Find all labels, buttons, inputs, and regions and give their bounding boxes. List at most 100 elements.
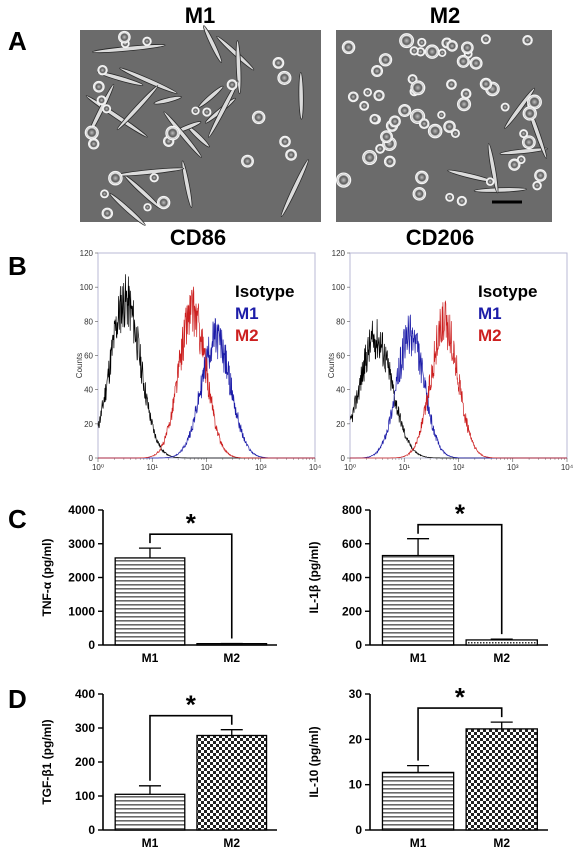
micrograph-m1 [80,25,321,226]
y-tick-label: 0 [88,638,95,652]
y-tick-label: 1000 [68,604,95,618]
y-tick-label: 0 [341,454,346,463]
bar-m2 [196,734,268,831]
histogram-series-m1 [98,317,315,459]
micrograph-title-m1: M1 [185,3,216,28]
significance-bracket [417,707,503,761]
y-axis-label: IL-1β (pg/ml) [307,542,321,614]
micrograph-title-m2: M2 [430,3,461,28]
x-tick-label: M2 [493,651,510,665]
x-tick-label: M2 [223,836,240,850]
y-tick-label: 0 [355,638,362,652]
y-axis-label: Counts [327,353,336,378]
histogram-title-cd86: CD86 [170,225,226,250]
histogram-series-m2 [350,300,567,459]
x-tick-label: 10³ [507,463,519,472]
y-tick-label: 60 [84,352,93,361]
x-tick-label: M2 [493,836,510,850]
histogram-series-m2 [98,286,315,459]
y-tick-label: 300 [75,721,95,735]
bar-chart-tgf-beta1: 0 100 200 300 400 TGF-β1 (pg/ml) M1 M2 * [40,687,277,850]
micrograph-m2 [335,30,552,222]
y-axis-label: Counts [75,353,84,378]
significance-star: * [455,499,466,529]
bar-chart-il-10: 0 10 20 30 IL-10 (pg/ml) M1 M2 * [307,682,548,850]
y-tick-label: 120 [80,249,94,258]
significance-star: * [186,508,197,538]
legend-m2-cd86: M2 [235,326,259,345]
y-tick-label: 200 [75,755,95,769]
bar-m1 [381,771,455,831]
legend-cd86: Isotype M1 M2 [235,282,295,345]
legend-m1-cd86: M1 [235,304,259,323]
y-tick-label: 10 [349,778,363,792]
y-tick-label: 80 [84,317,93,326]
significance-star: * [186,690,197,720]
bar-m1 [114,793,186,831]
panel-letter-d: D [8,684,27,714]
x-tick-label: 10² [201,463,213,472]
bar-m2 [465,639,538,646]
legend-m1-cd206: M1 [478,304,502,323]
histogram-title-cd206: CD206 [406,225,474,250]
significance-bracket [149,533,233,639]
y-tick-label: 100 [332,283,346,292]
x-tick-label: 10¹ [398,463,410,472]
y-axis-label: TGF-β1 (pg/ml) [40,719,54,804]
panel-letter-c: C [8,504,27,534]
y-tick-label: 4000 [68,503,95,517]
y-tick-label: 40 [336,386,345,395]
significance-bracket [417,523,503,635]
bar-chart-il-1beta: 0 200 400 600 800 IL-1β (pg/ml) M1 M2 * [307,499,548,665]
histogram-cd206: 0 20 40 60 80 100 120 10⁰ 10¹ 10² 10³ 10⁴ Counts [327,249,574,472]
y-tick-label: 0 [355,823,362,837]
y-tick-label: 80 [336,317,345,326]
x-tick-label: 10⁴ [561,463,574,472]
x-tick-label: M2 [223,651,240,665]
histogram-cd86: 0 20 40 60 80 100 120 10⁰ 10¹ 10² 10³ 10⁴ Counts [75,249,322,472]
bar-chart-tnf-alpha: 0 1000 2000 3000 4000 TNF-α (pg/ml) M1 M2 * [40,503,277,665]
x-tick-label: 10² [453,463,465,472]
y-tick-label: 20 [336,420,345,429]
y-tick-label: 0 [88,823,95,837]
panel-letter-a: A [8,26,27,56]
bar-m2 [465,728,538,831]
y-tick-label: 200 [342,604,362,618]
y-tick-label: 40 [84,386,93,395]
x-tick-label: M1 [142,836,159,850]
x-tick-label: 10⁰ [344,463,356,472]
x-tick-label: 10⁰ [92,463,104,472]
bar-m1 [114,557,186,646]
y-tick-label: 800 [342,503,362,517]
bar-m1 [381,554,455,646]
y-tick-label: 120 [332,249,346,258]
significance-star: * [455,682,466,712]
legend-m2-cd206: M2 [478,326,502,345]
significance-bracket [149,714,233,781]
y-tick-label: 3000 [68,537,95,551]
y-tick-label: 30 [349,687,363,701]
y-axis-label: IL-10 (pg/ml) [307,726,321,797]
y-tick-label: 0 [89,454,94,463]
x-tick-label: 10¹ [146,463,158,472]
y-tick-label: 60 [336,352,345,361]
y-tick-label: 400 [342,571,362,585]
x-tick-label: 10⁴ [309,463,322,472]
x-tick-label: M1 [410,836,427,850]
y-tick-label: 600 [342,537,362,551]
x-tick-label: M1 [410,651,427,665]
x-tick-label: 10³ [255,463,267,472]
y-axis-label: TNF-α (pg/ml) [40,538,54,616]
y-tick-label: 20 [84,420,93,429]
legend-cd206: Isotype M1 M2 [478,282,538,345]
panel-letter-b: B [8,251,27,281]
y-tick-label: 20 [349,732,363,746]
y-tick-label: 400 [75,687,95,701]
y-tick-label: 100 [75,789,95,803]
legend-isotype-cd206: Isotype [478,282,538,301]
legend-isotype-cd86: Isotype [235,282,295,301]
y-tick-label: 100 [80,283,94,292]
x-tick-label: M1 [142,651,159,665]
y-tick-label: 2000 [68,571,95,585]
